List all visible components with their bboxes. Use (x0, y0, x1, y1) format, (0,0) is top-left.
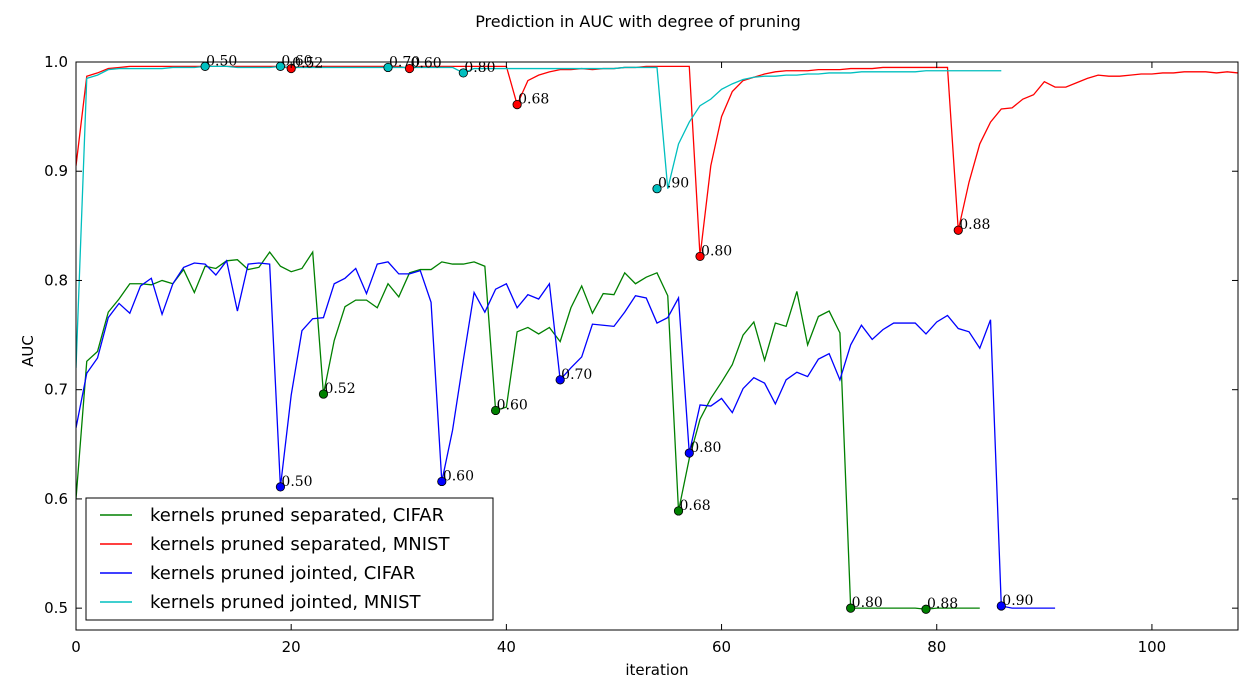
series-0-marker (318, 389, 329, 399)
series-3-marker (652, 184, 662, 194)
legend-entry-label: kernels pruned separated, MNIST (150, 534, 450, 555)
series-1-marker (695, 251, 705, 262)
series-line-2 (76, 259, 1056, 609)
x-tick-label: 80 (927, 638, 946, 656)
x-tick-label: 100 (1138, 638, 1167, 656)
series-1-marker (512, 100, 522, 110)
series-0-marker-label: 0.60 (497, 397, 528, 413)
series-2-marker-label: 0.70 (561, 367, 592, 383)
series-0-marker-label: 0.80 (852, 595, 883, 611)
series-0-marker (846, 603, 856, 613)
series-1-marker-label: 0.60 (411, 56, 442, 72)
y-tick-label: 1.0 (44, 53, 68, 71)
series-2-marker-label: 0.90 (1002, 593, 1033, 609)
legend-entry-label: kernels pruned jointed, MNIST (150, 592, 422, 613)
series-1-marker (953, 225, 963, 235)
series-1-marker-label: 0.88 (959, 217, 990, 233)
legend-box (85, 497, 494, 621)
series-line-1 (76, 65, 1238, 257)
series-1-marker (404, 63, 415, 74)
x-tick-label: 20 (282, 638, 301, 656)
plot-area: 0.520.600.680.80 0.880.52 0.600.680.800.88… (76, 53, 1238, 614)
series-3-marker-label: 0.90 (658, 176, 689, 192)
legend: kernels pruned separated, CIFAR kernels p… (85, 497, 494, 621)
y-tick-label: 0.8 (44, 271, 68, 289)
series-0-marker-label: 0.88 (927, 596, 958, 612)
series-0-marker (921, 604, 931, 614)
series-0-marker-label: 0.68 (680, 498, 711, 514)
x-tick-label: 40 (497, 638, 516, 656)
x-axis-label: iteration (625, 661, 688, 679)
legend-entry-label: kernels pruned jointed, CIFAR (150, 563, 415, 584)
x-tick-label: 0 (71, 638, 81, 656)
series-2-marker (996, 601, 1006, 611)
y-axis-label: AUC (19, 335, 37, 367)
y-tick-label: 0.9 (44, 162, 68, 180)
series-line-3 (76, 65, 1002, 368)
series-2-marker-label: 0.50 (281, 474, 312, 490)
series-3-marker (383, 62, 393, 73)
axes: 0 20 40 60 80 100 0.5 0.6 0.7 0.8 0.9 1.0 (44, 53, 1238, 656)
series-3-marker-label: 0.50 (206, 53, 237, 69)
series-2-marker (684, 448, 694, 458)
series-1-marker-label: 0.80 (701, 243, 732, 259)
series-3-marker-label: 0.80 (464, 60, 495, 76)
x-tick-label: 60 (712, 638, 731, 656)
series-1-marker-label: 0.52 (292, 56, 323, 72)
series-0-marker (491, 405, 501, 416)
series-2-marker-label: 0.80 (690, 440, 721, 456)
series-0-marker (673, 506, 684, 516)
chart-title: Prediction in AUC with degree of pruning (475, 12, 801, 31)
series-2-marker (275, 482, 286, 492)
y-tick-label: 0.7 (44, 381, 68, 399)
series-2-marker-label: 0.60 (443, 468, 474, 484)
legend-entry-label: kernels pruned separated, CIFAR (150, 505, 444, 526)
series-3-marker (458, 68, 468, 78)
plot-frame (75, 61, 1239, 631)
series-2-marker (437, 476, 447, 487)
series-3-marker-label: 0.60 (281, 53, 312, 69)
series-0-marker-label: 0.52 (324, 381, 355, 397)
y-tick-label: 0.5 (44, 599, 68, 617)
y-tick-label: 0.6 (44, 490, 68, 508)
series-1-marker-label: 0.68 (518, 92, 549, 108)
series-2-marker (555, 375, 565, 385)
